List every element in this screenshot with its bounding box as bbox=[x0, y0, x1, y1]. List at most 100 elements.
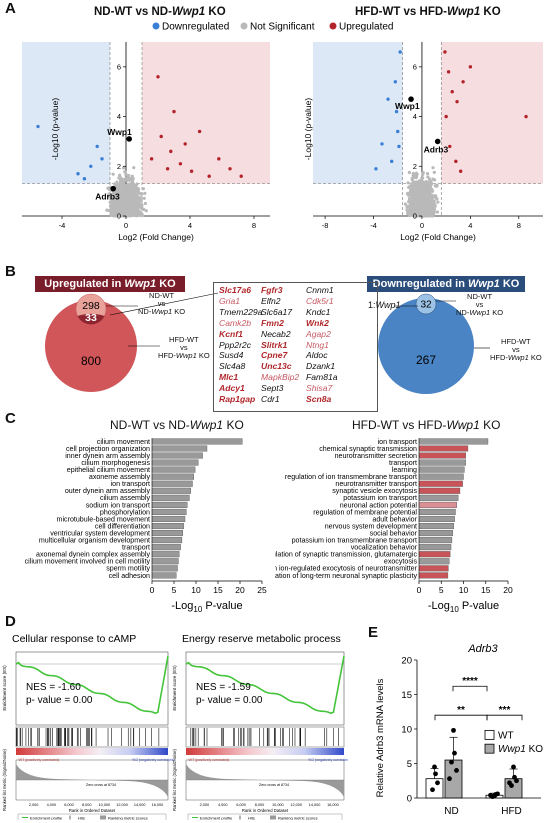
rank-tick-label: 4,000 bbox=[47, 803, 57, 807]
gene-point bbox=[430, 187, 434, 192]
gene-point bbox=[136, 204, 140, 208]
es-axis-label: Enrichment score (ES) bbox=[172, 665, 177, 711]
gene-point-up bbox=[156, 75, 160, 79]
gene-point-up bbox=[159, 134, 163, 139]
gene-point bbox=[135, 182, 139, 186]
gene-name: Susd4 bbox=[219, 350, 244, 361]
gene-point bbox=[125, 179, 129, 183]
gene-annotation: Adrb3 bbox=[95, 192, 120, 202]
gene-point bbox=[126, 183, 130, 187]
gene-point bbox=[119, 181, 123, 185]
gene-point bbox=[424, 185, 428, 189]
gene-point bbox=[121, 166, 126, 170]
go-term-label: cilium movement bbox=[97, 438, 150, 446]
gene-point-up bbox=[183, 142, 187, 146]
venn-up-overlap-count: 33 bbox=[85, 312, 97, 324]
rank-tick-label: 14,000 bbox=[309, 803, 321, 807]
volcano-plot-left: Wwp1 Adrb3 -4 0 4 8 0 2 4 6 Log2 (Fold Change) -Log… bbox=[22, 42, 270, 242]
gene-point bbox=[115, 180, 119, 184]
go-left-title: ND-WT vs ND-Wwp1 KO bbox=[110, 418, 244, 432]
x-tick-label: 0 bbox=[417, 585, 422, 595]
metric-axis-label: Ranked list metric (Signal2Noise) bbox=[2, 748, 7, 811]
volcano-left-title: ND-WT vs ND-Wwp1 KO bbox=[94, 6, 226, 18]
gene-point bbox=[127, 176, 132, 181]
rank-tick-label: 14,000 bbox=[134, 803, 146, 807]
data-point bbox=[452, 750, 457, 756]
x-tick-label: 10 bbox=[191, 585, 201, 595]
gene-point-down bbox=[82, 177, 87, 181]
go-term-label: axoneme assembly bbox=[89, 473, 151, 481]
bar bbox=[425, 778, 444, 799]
gene-point bbox=[113, 207, 118, 212]
go-term-label: regulation of membrane potential bbox=[313, 508, 417, 516]
gene-name: Adcy1 bbox=[219, 383, 245, 394]
rank-tick-label: 16,000 bbox=[152, 803, 164, 807]
gene-point bbox=[408, 210, 413, 214]
go-term-label: transport bbox=[389, 459, 417, 467]
panel-label-d: D bbox=[5, 613, 16, 630]
y-axis-label: -Log10 (p-value) bbox=[50, 98, 60, 161]
data-point bbox=[433, 771, 438, 777]
gene-point bbox=[409, 204, 413, 208]
gene-point bbox=[415, 214, 419, 218]
gene-point bbox=[407, 185, 411, 189]
zero-cross-label: Zero cross at 8734 bbox=[86, 783, 116, 787]
x-axis-label: -Log10 P-value bbox=[171, 600, 242, 612]
go-bar bbox=[418, 473, 464, 480]
go-term-label: vocalization behavior bbox=[351, 544, 418, 552]
x-tick-label: 5 bbox=[439, 585, 444, 595]
y-tick-label: 6 bbox=[413, 62, 417, 71]
gene-point-down bbox=[36, 124, 40, 129]
gene-point bbox=[405, 208, 410, 213]
x-tick-label: 0 bbox=[420, 221, 424, 230]
legend-wt-label: WT bbox=[498, 730, 514, 741]
data-point bbox=[507, 780, 512, 786]
metric-axis-label: Ranked list metric (Signal2Noise) bbox=[172, 748, 177, 811]
gene-point bbox=[403, 202, 408, 206]
go-bar bbox=[418, 515, 455, 523]
labeled-gene-point bbox=[434, 138, 441, 145]
go-term-label: sodium ion transport bbox=[86, 501, 150, 509]
go-term-label: neurotransmitter transport bbox=[335, 480, 417, 488]
gene-point bbox=[410, 192, 414, 197]
gene-point bbox=[118, 205, 123, 210]
chart-title: Adrb3 bbox=[467, 643, 498, 655]
data-point bbox=[447, 776, 452, 782]
gene-point-down bbox=[380, 142, 384, 146]
gene-point bbox=[114, 190, 118, 194]
gene-name: Scn8a bbox=[306, 394, 332, 405]
gene-annotation: Adrb3 bbox=[424, 144, 449, 154]
go-term-label: potassium ion transport bbox=[343, 494, 417, 502]
legend-ko-swatch bbox=[484, 743, 495, 754]
gene-point-down bbox=[76, 172, 80, 176]
gene-point-up bbox=[172, 109, 176, 114]
gene-point bbox=[116, 184, 120, 188]
legend-ko-label: Wwp1 KO bbox=[498, 744, 543, 755]
gene-point bbox=[410, 201, 415, 205]
gene-point-down bbox=[374, 167, 378, 171]
gene-point bbox=[406, 181, 410, 185]
gene-point-up bbox=[448, 144, 452, 149]
legend-ns-label: Not Significant bbox=[250, 22, 315, 33]
gene-point bbox=[118, 188, 122, 192]
rank-tick-label: 10,000 bbox=[99, 803, 111, 807]
x-tick-label: -4 bbox=[59, 221, 66, 230]
gene-point bbox=[111, 212, 115, 216]
es-axis-label: Enrichment score (ES) bbox=[2, 665, 7, 711]
legend-up-label: Upregulated bbox=[339, 22, 393, 33]
gene-point bbox=[421, 172, 425, 177]
gene-point bbox=[132, 166, 136, 170]
gene-point-up bbox=[450, 90, 454, 94]
go-bar bbox=[418, 572, 449, 579]
gene-point bbox=[415, 180, 419, 184]
gene-point bbox=[125, 195, 129, 199]
gene-point bbox=[433, 178, 437, 182]
panel-label-e: E bbox=[368, 624, 379, 641]
venn-up-hfd-count: 800 bbox=[81, 354, 101, 368]
gene-name: Fam81a bbox=[306, 372, 338, 383]
gene-point bbox=[427, 200, 431, 204]
go-bar bbox=[151, 452, 203, 459]
gene-name: Shisa7 bbox=[306, 383, 333, 394]
rank-tick-label: 8,000 bbox=[255, 803, 265, 807]
gene-point bbox=[131, 193, 135, 197]
